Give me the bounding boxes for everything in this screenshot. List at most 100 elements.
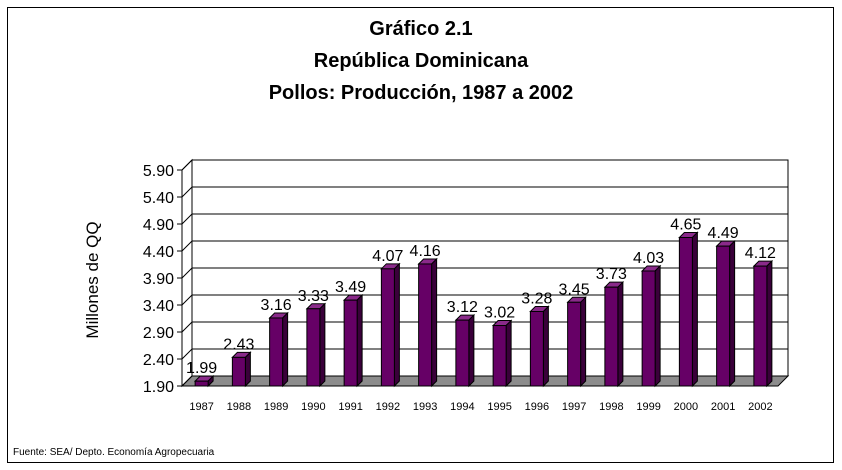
- data-label: 3.16: [261, 297, 292, 314]
- bar: [752, 259, 774, 388]
- bar: [193, 374, 215, 388]
- bar-front: [641, 270, 656, 387]
- data-label: 1.99: [186, 360, 217, 377]
- bar: [305, 302, 327, 388]
- bar-side: [356, 293, 363, 388]
- x-tick-label: 1999: [636, 401, 660, 413]
- y-tick-label: 1.90: [143, 379, 174, 396]
- data-label: 4.03: [633, 250, 664, 267]
- data-label: 3.28: [521, 290, 552, 307]
- bar-side: [691, 231, 698, 388]
- bar: [491, 319, 513, 388]
- x-tick-label: 2002: [748, 401, 772, 413]
- chart-title-line-3: Pollos: Producción, 1987 a 2002: [268, 82, 574, 104]
- bar-side: [542, 305, 549, 388]
- bar-front: [343, 299, 358, 387]
- gridline: [181, 267, 788, 279]
- x-tick-label: 1993: [413, 401, 437, 413]
- bar: [231, 351, 252, 388]
- chart-title-line-1: Gráfico 2.1: [369, 18, 473, 40]
- bar-front: [194, 380, 209, 387]
- gridline: [181, 159, 788, 171]
- y-tick-label: 5.40: [143, 190, 174, 207]
- data-label: 3.33: [298, 288, 329, 305]
- bar-front: [716, 245, 731, 387]
- x-tick-label: 1991: [338, 401, 362, 413]
- bar-front: [306, 308, 321, 387]
- x-axis-ticks: 1987 1988 1989 1990 1991 1992 1993 1994 1995 1996…: [189, 401, 772, 413]
- data-labels: 1.99 2.43 3.16 3.33 3.49 4.07 4.16 3.12 3.02 3.28…: [186, 217, 776, 378]
- bar-side: [617, 280, 624, 388]
- gridline: [181, 294, 788, 306]
- x-tick-label: 1995: [487, 401, 511, 413]
- bar: [454, 313, 476, 388]
- data-label: 4.65: [670, 217, 701, 234]
- bar-front: [567, 301, 582, 387]
- bar-side: [319, 302, 326, 388]
- bar-front: [492, 325, 507, 387]
- gridline: [181, 186, 788, 198]
- data-label: 4.07: [372, 248, 403, 265]
- bar-side: [654, 264, 661, 388]
- bar: [417, 257, 438, 388]
- bar-side: [766, 259, 773, 388]
- x-tick-label: 2001: [711, 401, 735, 413]
- x-tick-label: 2000: [674, 401, 698, 413]
- y-tick-label: 2.90: [143, 325, 174, 342]
- source-note: Fuente: SEA/ Depto. Economía Agropecuari…: [13, 447, 215, 458]
- y-tick-label: 4.90: [143, 217, 174, 234]
- gridline: [181, 348, 788, 360]
- data-label: 4.16: [410, 243, 441, 260]
- data-label: 3.49: [335, 279, 366, 296]
- data-label: 3.02: [484, 305, 515, 322]
- bar-side: [393, 262, 400, 388]
- chart-title-line-2: República Dominicana: [313, 50, 529, 72]
- data-label: 3.73: [596, 266, 627, 283]
- bar-front: [380, 268, 395, 387]
- y-axis-ticks: 1.90 2.40 2.90 3.40 3.90 4.40 4.90 5.40 5.90: [143, 163, 183, 396]
- bar: [268, 311, 289, 388]
- data-label: 3.45: [559, 281, 590, 298]
- bar: [678, 231, 699, 388]
- y-tick-label: 3.90: [143, 271, 174, 288]
- x-tick-label: 1997: [562, 401, 586, 413]
- x-tick-label: 1992: [376, 401, 400, 413]
- x-tick-label: 1990: [301, 401, 325, 413]
- bar-side: [244, 351, 251, 388]
- data-label: 4.12: [745, 245, 776, 262]
- data-label: 2.43: [223, 336, 254, 353]
- x-tick-label: 1987: [189, 401, 213, 413]
- y-tick-label: 4.40: [143, 244, 174, 261]
- bar: [342, 293, 364, 388]
- bar-side: [431, 257, 438, 388]
- gridline: [181, 375, 788, 387]
- bar-front: [678, 237, 693, 387]
- data-label: 4.49: [708, 225, 739, 242]
- bar-front: [455, 319, 470, 387]
- bar: [715, 239, 736, 388]
- chart-bars: [193, 231, 774, 388]
- x-tick-label: 1996: [525, 401, 549, 413]
- y-tick-label: 3.40: [143, 298, 174, 315]
- bar: [380, 262, 401, 388]
- y-axis-label: Millones de QQ: [83, 221, 102, 338]
- bar: [529, 305, 550, 388]
- bar-side: [580, 296, 587, 388]
- bar-side: [468, 313, 475, 388]
- gridline: [181, 321, 788, 333]
- bar-front: [231, 356, 246, 387]
- bar-side: [729, 239, 736, 388]
- x-tick-label: 1994: [450, 401, 474, 413]
- bar: [640, 264, 662, 388]
- x-tick-label: 1998: [599, 401, 623, 413]
- bar: [603, 280, 625, 388]
- bar: [566, 296, 587, 388]
- y-tick-label: 2.40: [143, 352, 174, 369]
- data-label: 3.12: [447, 299, 478, 316]
- bar-front: [604, 286, 619, 387]
- y-tick-label: 5.90: [143, 163, 174, 180]
- bar-front: [269, 317, 284, 387]
- gridline: [181, 240, 788, 252]
- gridline: [181, 213, 788, 225]
